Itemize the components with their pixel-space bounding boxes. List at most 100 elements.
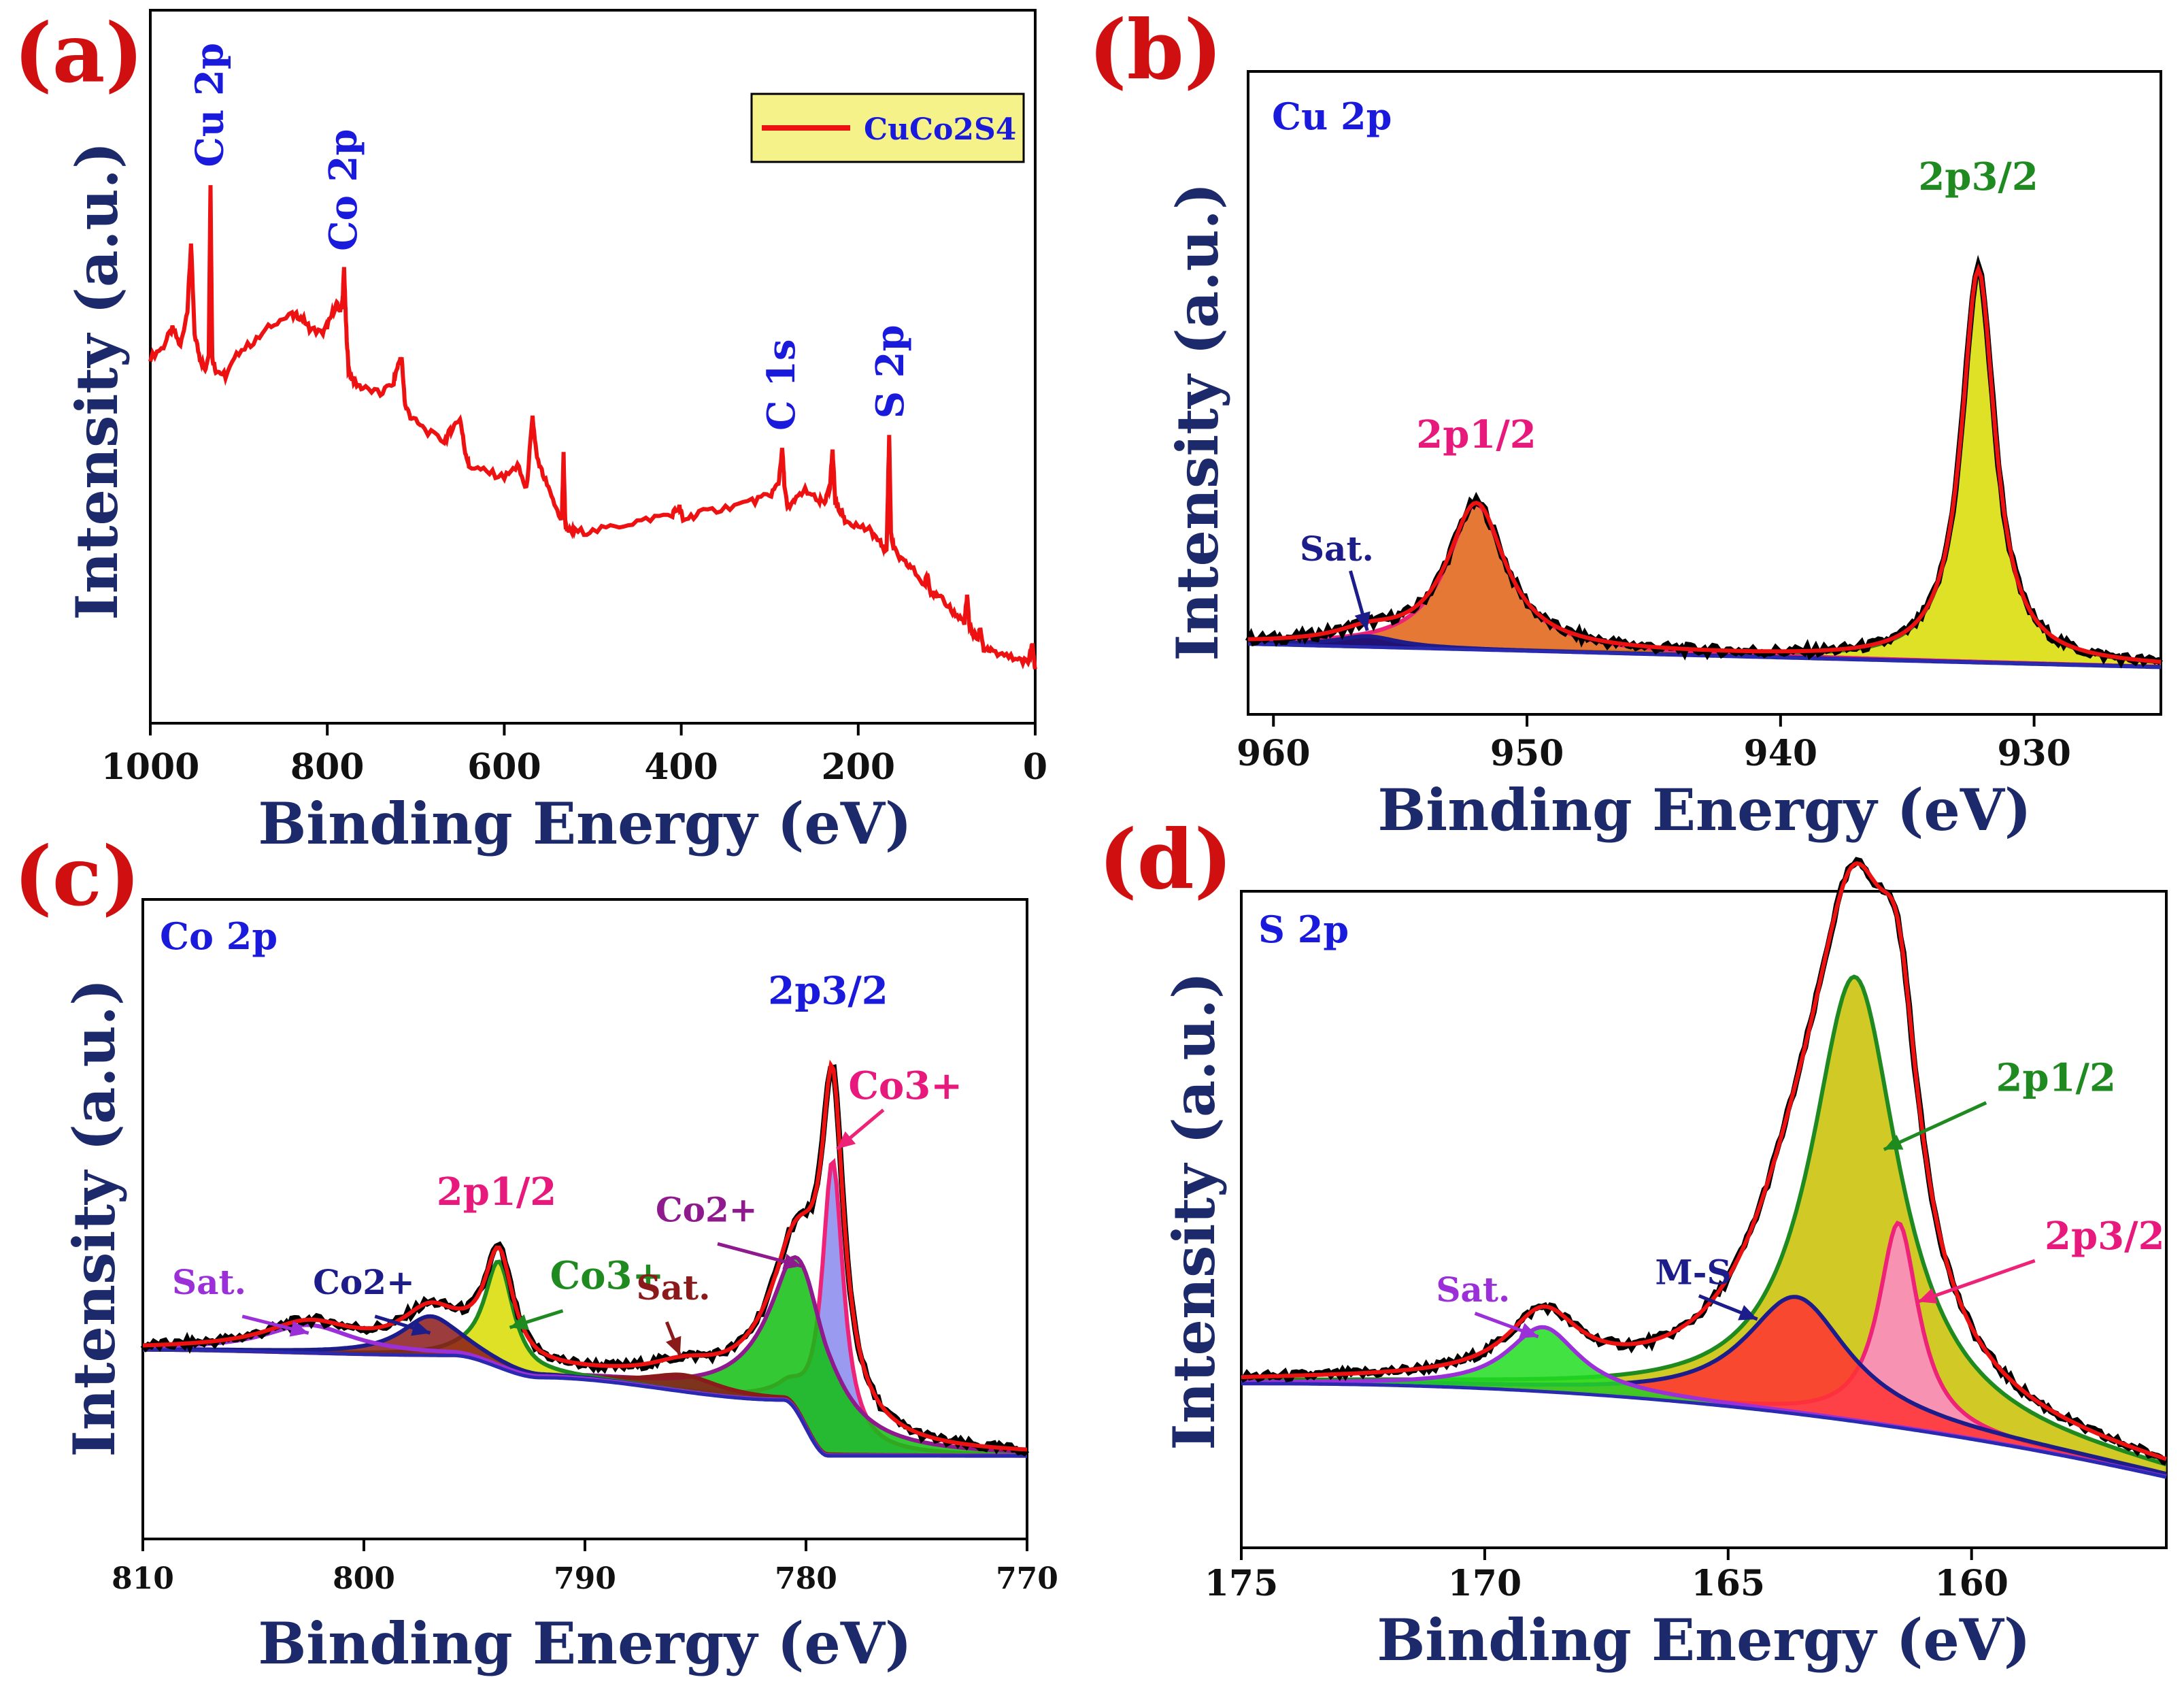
- x-tick-label: 0: [1023, 746, 1047, 788]
- fit-component-fill: [1248, 504, 2161, 667]
- annotation-arrowhead: [411, 1320, 431, 1336]
- x-tick-label: 960: [1237, 733, 1311, 774]
- fit-component-fill: [143, 1162, 1027, 1456]
- annotation-arrowhead: [509, 1314, 529, 1330]
- annotation-arrowhead: [782, 1253, 802, 1270]
- annotation-arrowhead: [666, 1336, 682, 1356]
- annotation-label: Co3+: [550, 1253, 665, 1298]
- annotation-arrowhead: [1917, 1288, 1938, 1304]
- panel-b-x-ticks: 960 950 940 930: [1237, 714, 2071, 774]
- annotation-arrowhead: [1883, 1134, 1904, 1150]
- annotation-label: 2p1/2: [437, 1170, 557, 1214]
- peak-label: S 2p: [868, 325, 913, 418]
- annotation-arrowhead: [1354, 611, 1371, 631]
- x-tick-label: 800: [290, 746, 365, 788]
- x-tick-label: 600: [467, 746, 541, 788]
- panel-c-x-axis-title: Binding Energy (eV): [258, 1610, 911, 1677]
- experimental-data-line: [1245, 254, 2164, 669]
- x-tick-label: 800: [333, 1561, 395, 1596]
- fit-component-fill: [143, 1316, 1027, 1456]
- panel-d-y-axis-title: Intensity (a.u.): [1160, 972, 1228, 1450]
- fit-envelope-line: [1241, 861, 2167, 1461]
- fit-component-fill: [143, 1257, 1027, 1456]
- annotation-label: 2p1/2: [1416, 412, 1536, 457]
- annotation-label: Sat.: [172, 1262, 246, 1302]
- annotation-label: Sat.: [1436, 1270, 1510, 1310]
- fit-component-fill: [1248, 270, 2161, 667]
- panel-b-label: (b): [1088, 2, 1222, 98]
- x-tick-label: 810: [112, 1561, 174, 1596]
- peak-label: C 1s: [759, 339, 804, 431]
- x-tick-label: 770: [996, 1561, 1058, 1596]
- annotation-arrowhead: [289, 1321, 309, 1337]
- panel-b-y-axis-title: Intensity (a.u.): [1164, 182, 1231, 661]
- x-tick-label: 160: [1934, 1563, 2009, 1604]
- annotation-label: Co2+: [656, 1189, 758, 1229]
- panel-d-x-ticks: 175 170 165 160: [1205, 1548, 2009, 1604]
- annotation-label: Co3+: [848, 1063, 962, 1108]
- x-tick-label: 400: [644, 746, 718, 788]
- x-tick-label: 175: [1205, 1563, 1279, 1604]
- panel-d-corner-title: S 2p: [1258, 908, 1349, 951]
- panel-a-y-axis-title: Intensity (a.u.): [63, 142, 131, 620]
- x-tick-label: 950: [1490, 733, 1564, 774]
- panel-d-plot-area: 2p1/2 2p3/2 M-S Sat.: [1240, 857, 2168, 1479]
- annotation-label: Co2+: [313, 1262, 415, 1302]
- panel-b-x-axis-title: Binding Energy (eV): [1377, 776, 2031, 844]
- panel-b-frame: [1247, 70, 2162, 716]
- x-tick-label: 780: [775, 1561, 837, 1596]
- panel-a-x-ticks: 1000 800 600 400 200 0: [101, 723, 1047, 788]
- panel-d-label: (d): [1098, 812, 1232, 908]
- annotation-label: M-S: [1655, 1252, 1731, 1292]
- panel-b-corner-title: Cu 2p: [1272, 95, 1392, 138]
- x-tick-label: 165: [1692, 1563, 1766, 1604]
- annotation-label: 2p1/2: [1996, 1056, 2116, 1101]
- annotation-label: 2p3/2: [1918, 154, 2038, 199]
- annotation-arrowhead: [837, 1131, 856, 1149]
- annotation-label: 2p3/2: [768, 969, 888, 1014]
- x-tick-label: 930: [1997, 733, 2071, 774]
- panel-b-cu2p: (b) Cu 2p 2p3/2 2p1/2 Sat. 960 950 940 930 Bi…: [1088, 2, 2164, 844]
- panel-a-label: (a): [14, 5, 144, 101]
- x-tick-label: 790: [554, 1561, 616, 1596]
- x-tick-label: 1000: [101, 746, 200, 788]
- annotation-label: Sat.: [1300, 529, 1374, 569]
- legend-label: CuCo2S4: [864, 112, 1016, 147]
- annotation-label: 2p3/2: [2045, 1214, 2165, 1259]
- fit-baseline: [1247, 642, 2162, 669]
- fit-envelope-line: [142, 1059, 1028, 1452]
- panel-c-label: (c): [14, 829, 141, 925]
- fit-baseline: [1241, 1382, 2167, 1479]
- panel-b-plot-area: 2p3/2 2p1/2 Sat.: [1245, 154, 2164, 669]
- annotation-arrow: [1917, 1259, 2036, 1304]
- panel-a-plot-area: Cu 2p Co 2p C 1s S 2p: [148, 43, 1037, 670]
- x-tick-label: 940: [1744, 733, 1818, 774]
- annotation-arrowhead: [1519, 1323, 1539, 1339]
- panel-c-y-axis-title: Intensity (a.u.): [61, 978, 128, 1457]
- annotation-arrowhead: [1738, 1305, 1758, 1321]
- x-tick-label: 170: [1448, 1563, 1522, 1604]
- fit-baseline: [143, 1348, 1027, 1458]
- fit-envelope-line: [1247, 263, 2162, 664]
- x-tick-label: 200: [822, 746, 896, 788]
- panel-a-survey: (a) Cu 2p Co 2p C 1s S 2p 1000 800 600 400 200 0…: [14, 5, 1047, 857]
- panel-a-x-axis-title: Binding Energy (eV): [258, 790, 911, 857]
- annotation-label: Sat.: [636, 1268, 710, 1308]
- fit-component-outline: [143, 1158, 1028, 1457]
- annotation-arrow: [1883, 1101, 1987, 1151]
- panel-d-frame: [1240, 890, 2168, 1549]
- survey-spectrum-line: [148, 185, 1037, 670]
- peak-label: Cu 2p: [187, 43, 232, 167]
- panel-a-legend: CuCo2S4: [750, 93, 1025, 163]
- panel-d-x-axis-title: Binding Energy (eV): [1377, 1606, 2030, 1674]
- panel-c-x-ticks: 810 800 790 780 770: [112, 1539, 1058, 1596]
- fit-component-fill: [1241, 976, 2166, 1478]
- panel-c-corner-title: Co 2p: [160, 914, 278, 958]
- panel-a-frame: [149, 9, 1037, 725]
- peak-label: Co 2p: [321, 129, 366, 251]
- fit-component-fill: [1241, 1327, 2166, 1478]
